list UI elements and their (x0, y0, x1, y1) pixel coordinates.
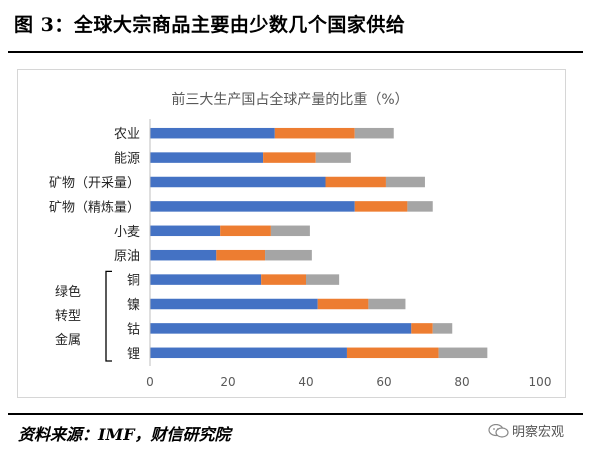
bar-series3-4 (270, 225, 310, 237)
category-label: 农业 (114, 127, 140, 142)
group-label-line: 转型 (55, 309, 81, 324)
bracket-line (105, 270, 112, 362)
x-tick-label: 20 (220, 375, 235, 389)
category-label: 铜 (127, 274, 140, 289)
bar-series1-5 (150, 249, 217, 261)
group-label-line: 金属 (55, 332, 81, 348)
bottom-rule (8, 413, 583, 415)
bar-series1-2 (150, 176, 326, 188)
bar-series2-3 (354, 201, 408, 212)
bar-series3-7 (368, 298, 406, 310)
bar-series1-0 (150, 127, 275, 139)
watermark: 明察宏观 (488, 421, 583, 445)
category-label: 矿物（开采量） (49, 176, 140, 191)
bar-series3-5 (265, 249, 312, 261)
bar-series3-1 (315, 152, 351, 163)
bar-series1-3 (150, 201, 355, 212)
bar-series2-8 (411, 323, 433, 334)
x-tick-label: 0 (146, 375, 154, 389)
bar-series2-9 (346, 347, 439, 359)
bar-series3-6 (306, 274, 340, 285)
bar-series3-9 (438, 347, 488, 359)
bar-series2-6 (261, 274, 306, 285)
wechat-icon (488, 423, 510, 438)
bar-series1-6 (150, 274, 262, 285)
bars-group (150, 127, 488, 359)
bar-series1-7 (150, 298, 318, 310)
category-label: 锂 (127, 347, 140, 362)
group-label-line: 绿色 (55, 284, 81, 300)
x-tick-label: 60 (376, 375, 391, 389)
bar-series1-4 (150, 225, 221, 237)
bar-series2-4 (220, 225, 271, 237)
x-tick-label: 80 (454, 375, 469, 389)
bar-series2-0 (274, 127, 355, 139)
bar-series3-2 (385, 176, 425, 188)
bar-series1-1 (150, 152, 264, 163)
x-tick-label: 100 (529, 375, 552, 389)
bar-series1-9 (150, 347, 347, 359)
figure-title: 图 3：全球大宗商品主要由少数几个国家供给 (14, 14, 406, 36)
bar-series1-8 (150, 323, 412, 334)
figure-header: 图 3：全球大宗商品主要由少数几个国家供给 (0, 0, 589, 52)
chart-title: 前三大生产国占全球产量的比重（%） (171, 91, 408, 108)
bar-series3-8 (432, 323, 453, 334)
bar-series3-0 (354, 127, 394, 139)
x-tick-label: 40 (298, 375, 313, 389)
category-label: 镍 (127, 298, 140, 313)
bar-series2-5 (216, 249, 266, 261)
bar-series2-7 (317, 298, 369, 310)
category-label: 原油 (114, 249, 140, 264)
category-label: 能源 (114, 152, 140, 167)
bar-series2-2 (325, 176, 386, 188)
watermark-text: 明察宏观 (512, 425, 565, 440)
chart-frame (17, 69, 566, 398)
category-label: 矿物（精炼量） (49, 200, 140, 215)
category-label: 钴 (127, 322, 140, 337)
category-label: 小麦 (114, 225, 140, 240)
bar-series3-3 (407, 201, 433, 212)
source-note: 资料来源：IMF，财信研究院 (18, 425, 231, 444)
top-rule (8, 51, 583, 53)
bar-series2-1 (263, 152, 316, 163)
x-axis: 0 20 40 60 80 100 (146, 119, 551, 389)
